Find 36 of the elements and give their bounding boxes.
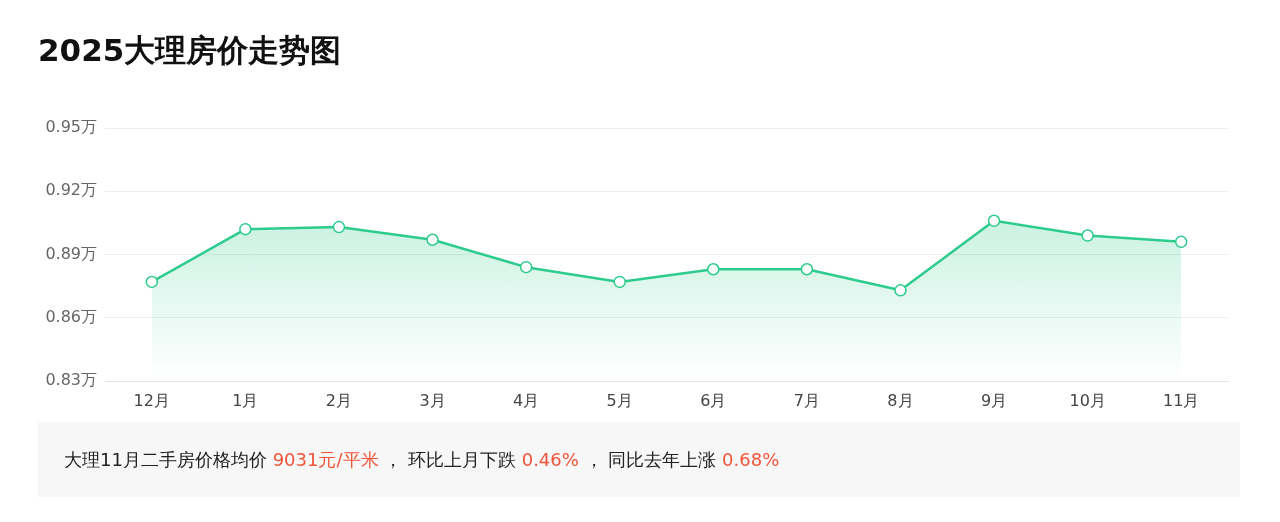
- x-tick-label: 9月: [980, 390, 1008, 410]
- point: [332, 220, 346, 234]
- text: 0.68%: [722, 449, 780, 470]
- point: [707, 263, 720, 276]
- chart-title: 2025大理房价走势图: [38, 31, 342, 70]
- x-tick-label: 8月: [887, 390, 914, 410]
- x-tick-label: 4月: [513, 390, 540, 410]
- x-tick-label: 11月: [1163, 390, 1200, 410]
- x-tick-label: 7月: [793, 390, 820, 410]
- y-tick-label: 0.89万: [45, 243, 97, 263]
- x-tick-label: 1月: [232, 390, 259, 410]
- point: [519, 260, 533, 274]
- point: [1174, 235, 1188, 249]
- y-tick-label: 0.86万: [45, 306, 97, 326]
- x-tick-label: 10月: [1069, 390, 1106, 410]
- point: [239, 222, 252, 236]
- point: [800, 263, 814, 276]
- x-tick-label: 12月: [133, 390, 170, 410]
- y-tick-label: 0.92万: [45, 180, 97, 200]
- text: ， 环比上月下跌: [383, 449, 517, 470]
- text: 0.46%: [521, 449, 579, 470]
- text: 大理11月二手房价格均价: [64, 449, 268, 470]
- x-tick-label: 3月: [419, 390, 446, 410]
- text: ， 同比去年上涨: [583, 449, 718, 470]
- y-tick-label: 0.95万: [45, 117, 97, 137]
- point: [426, 233, 439, 246]
- point: [145, 275, 159, 289]
- point: [1081, 229, 1094, 242]
- x-tick-label: 6月: [700, 390, 727, 410]
- text: 9031元/平米: [272, 449, 379, 470]
- x-tick-label: 5月: [606, 390, 633, 410]
- x-tick-label: 2月: [325, 390, 353, 410]
- point: [894, 284, 907, 297]
- point: [987, 214, 1001, 228]
- y-tick-label: 0.83万: [45, 370, 97, 390]
- point: [613, 275, 626, 289]
